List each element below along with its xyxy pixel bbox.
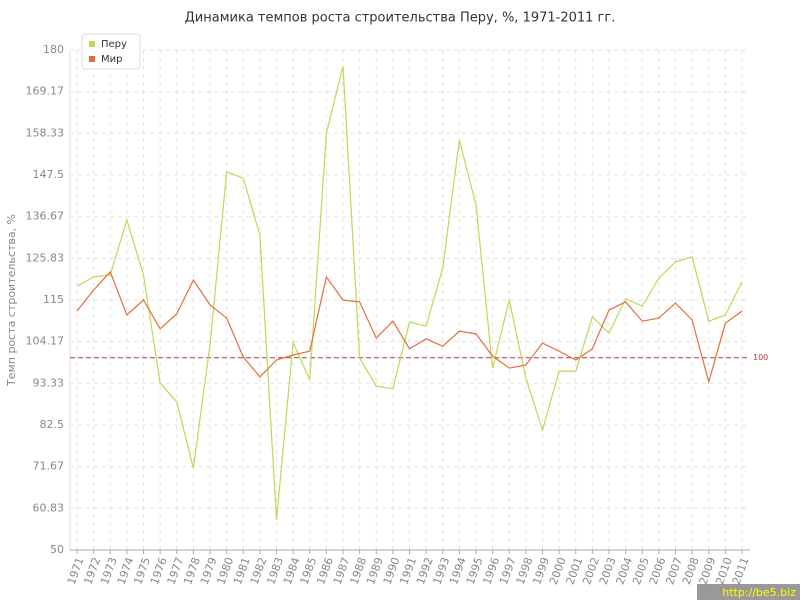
legend-swatch (89, 56, 95, 62)
legend-box (81, 33, 141, 70)
y-tick-label: 147.5 (33, 168, 65, 181)
y-tick-label: 180 (43, 43, 64, 56)
y-tick-label: 60.83 (33, 501, 65, 514)
y-tick-label: 71.67 (33, 460, 65, 473)
series-line (76, 270, 743, 385)
watermark-bg (697, 584, 800, 600)
y-tick-label: 136.67 (26, 210, 65, 223)
y-tick-label: 93.33 (33, 376, 65, 389)
watermark: http://be5.biz (722, 586, 796, 599)
y-axis-label: Темп роста строительства, % (5, 214, 18, 387)
y-tick-label: 115 (43, 293, 64, 306)
y-tick-label: 82.5 (40, 418, 65, 431)
legend-label: Мир (101, 54, 122, 65)
y-tick-label: 104.17 (26, 335, 65, 348)
chart-title: Динамика темпов роста строительства Перу… (185, 11, 616, 26)
legend-swatch (89, 41, 95, 47)
legend-label: Перу (101, 39, 127, 50)
y-tick-label: 50 (50, 543, 64, 556)
y-tick-label: 169.17 (26, 85, 65, 98)
y-tick-label: 158.33 (26, 126, 65, 139)
y-tick-label: 125.83 (26, 251, 65, 264)
reference-label: 100 (753, 353, 768, 362)
series-line (76, 66, 743, 521)
